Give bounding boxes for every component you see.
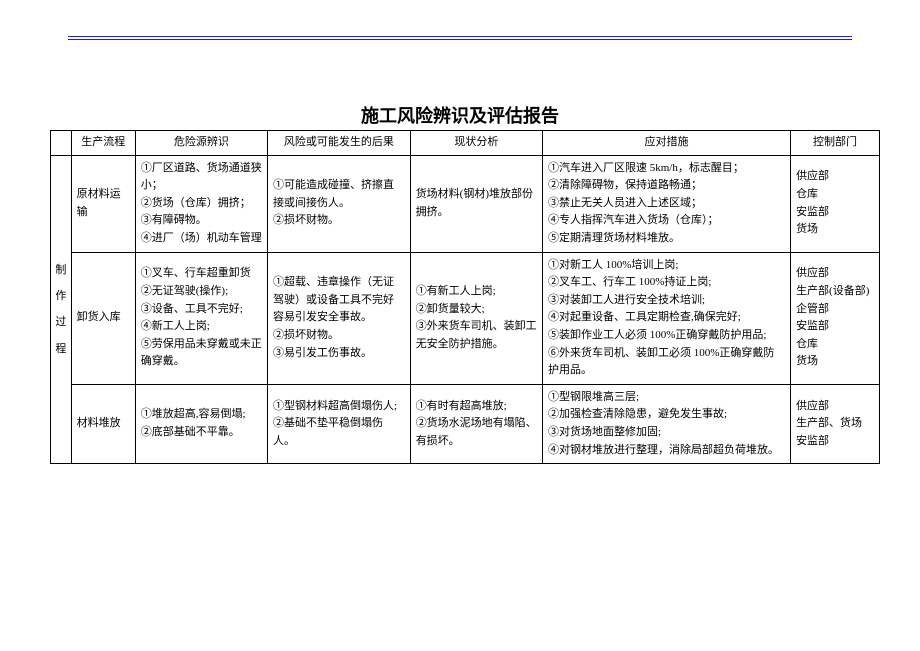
header-hazard: 危险源辨识 [135,131,267,156]
status-cell: ①有新工人上岗;②卸货量较大;③外来货车司机、装卸工无安全防护措施。 [410,252,542,384]
risk-cell: ①型钢材料超高倒塌伤人;②基础不垫平稳倒塌伤人。 [268,384,411,463]
dept-cell: 供应部生产部(设备部)企管部安监部仓库货场 [791,252,880,384]
dept-cell: 供应部仓库安监部货场 [791,155,880,252]
phase-cell: 制作过程 [51,155,72,464]
dept-cell: 供应部生产部、货场安监部 [791,384,880,463]
process-cell: 材料堆放 [71,384,135,463]
table-row: 制作过程 原材料运输 ①厂区道路、货场通道狭小；②货场（仓库）拥挤；③有障碍物。… [51,155,880,252]
header-phase [51,131,72,156]
measure-cell: ①对新工人 100%培训上岗;②叉车工、行车工 100%持证上岗;③对装卸工人进… [542,252,790,384]
header-risk: 风险或可能发生的后果 [268,131,411,156]
risk-cell: ①超载、违章操作（无证驾驶）或设备工具不完好容易引发安全事故。②损坏财物。③易引… [268,252,411,384]
top-double-rule [68,36,852,40]
process-cell: 原材料运输 [71,155,135,252]
measure-cell: ①型钢限堆高三层;②加强检查清除隐患，避免发生事故;③对货场地面整修加固;④对钢… [542,384,790,463]
status-cell: ①有时有超高堆放;②货场水泥场地有塌陷、有损坏。 [410,384,542,463]
header-process: 生产流程 [71,131,135,156]
status-cell: 货场材料(钢材)堆放部份拥挤。 [410,155,542,252]
risk-table: 生产流程 危险源辨识 风险或可能发生的后果 现状分析 应对措施 控制部门 制作过… [50,130,880,464]
hazard-cell: ①堆放超高,容易倒塌;②底部基础不平靠。 [135,384,267,463]
header-dept: 控制部门 [791,131,880,156]
table-body: 制作过程 原材料运输 ①厂区道路、货场通道狭小；②货场（仓库）拥挤；③有障碍物。… [51,155,880,464]
risk-table-wrap: 生产流程 危险源辨识 风险或可能发生的后果 现状分析 应对措施 控制部门 制作过… [50,130,880,464]
hazard-cell: ①叉车、行车超重卸货②无证驾驶(操作);③设备、工具不完好;④新工人上岗;⑤劳保… [135,252,267,384]
hazard-cell: ①厂区道路、货场通道狭小；②货场（仓库）拥挤；③有障碍物。④进厂（场）机动车管理 [135,155,267,252]
header-row: 生产流程 危险源辨识 风险或可能发生的后果 现状分析 应对措施 控制部门 [51,131,880,156]
process-cell: 卸货入库 [71,252,135,384]
table-row: 材料堆放 ①堆放超高,容易倒塌;②底部基础不平靠。 ①型钢材料超高倒塌伤人;②基… [51,384,880,463]
header-measure: 应对措施 [542,131,790,156]
report-title: 施工风险辨识及评估报告 [0,102,920,128]
measure-cell: ①汽车进入厂区限速 5km/h，标志醒目；②清除障碍物，保持道路畅通；③禁止无关… [542,155,790,252]
risk-cell: ①可能造成碰撞、挤擦直接或间接伤人。②损坏财物。 [268,155,411,252]
header-status: 现状分析 [410,131,542,156]
table-row: 卸货入库 ①叉车、行车超重卸货②无证驾驶(操作);③设备、工具不完好;④新工人上… [51,252,880,384]
